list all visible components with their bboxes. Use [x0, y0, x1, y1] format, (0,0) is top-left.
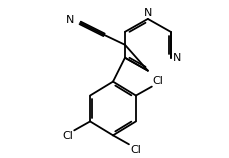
Text: N: N: [172, 53, 180, 63]
Text: Cl: Cl: [152, 76, 163, 86]
Text: N: N: [65, 15, 74, 25]
Text: Cl: Cl: [62, 131, 73, 141]
Text: N: N: [143, 8, 151, 18]
Text: Cl: Cl: [129, 145, 140, 155]
